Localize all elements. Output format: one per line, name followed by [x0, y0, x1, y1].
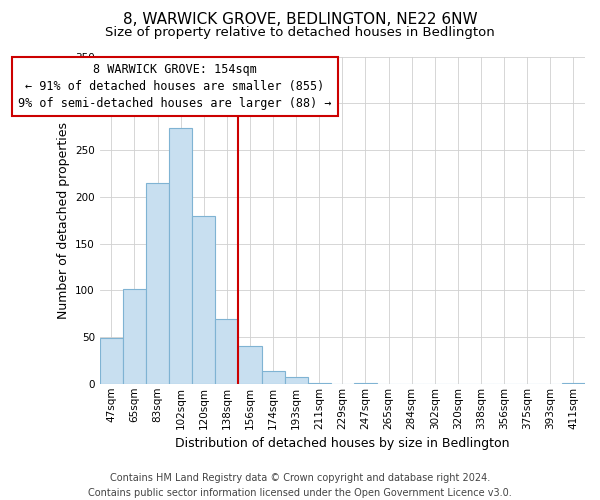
X-axis label: Distribution of detached houses by size in Bedlington: Distribution of detached houses by size … [175, 437, 509, 450]
Bar [123, 290, 146, 384]
Y-axis label: Number of detached properties: Number of detached properties [56, 122, 70, 318]
Bar [100, 338, 123, 384]
Bar [238, 346, 262, 384]
Bar [284, 377, 308, 384]
Bar [192, 216, 215, 384]
Bar [146, 182, 169, 384]
Text: 8, WARWICK GROVE, BEDLINGTON, NE22 6NW: 8, WARWICK GROVE, BEDLINGTON, NE22 6NW [122, 12, 478, 28]
Bar [262, 370, 284, 384]
Bar [215, 319, 238, 384]
Bar [562, 383, 585, 384]
Text: Size of property relative to detached houses in Bedlington: Size of property relative to detached ho… [105, 26, 495, 39]
Text: 8 WARWICK GROVE: 154sqm
← 91% of detached houses are smaller (855)
9% of semi-de: 8 WARWICK GROVE: 154sqm ← 91% of detache… [18, 63, 332, 110]
Bar [354, 383, 377, 384]
Bar [169, 128, 192, 384]
Text: Contains HM Land Registry data © Crown copyright and database right 2024.
Contai: Contains HM Land Registry data © Crown c… [88, 472, 512, 498]
Bar [308, 383, 331, 384]
